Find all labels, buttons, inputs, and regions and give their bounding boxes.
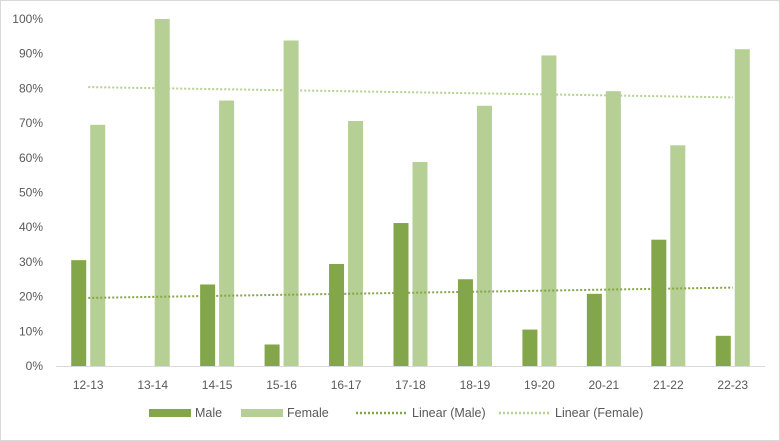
y-axis: 0% 10% 20% 30% 40% 50% 60% 70% 80% 90% 100% xyxy=(12,12,43,373)
x-tick-label: 18-19 xyxy=(460,378,491,392)
y-tick-label: 70% xyxy=(19,116,43,130)
x-axis: 12-13 13-14 14-15 15-16 16-17 17-18 18-19 19-20… xyxy=(56,366,765,392)
x-tick-label: 20-21 xyxy=(589,378,620,392)
bar-male-15-16 xyxy=(264,344,280,366)
bar-female-22-23 xyxy=(734,49,750,367)
bar-male-16-17 xyxy=(329,263,345,366)
bar-male-20-21 xyxy=(586,293,602,366)
y-tick-label: 10% xyxy=(19,324,43,338)
legend-swatch xyxy=(149,409,191,417)
x-tick-label: 15-16 xyxy=(266,378,297,392)
x-tick-label: 22-23 xyxy=(717,378,748,392)
bar-female-20-21 xyxy=(605,91,621,367)
bar-male-14-15 xyxy=(200,284,216,366)
x-tick-label: 12-13 xyxy=(73,378,104,392)
bar-female-19-20 xyxy=(541,55,557,367)
trendlines xyxy=(88,86,733,299)
x-tick-label: 21-22 xyxy=(653,378,684,392)
y-tick-label: 40% xyxy=(19,220,43,234)
legend: Male Female Linear (Male) Linear (Female) xyxy=(149,406,643,420)
bar-male-17-18 xyxy=(393,223,409,366)
bar-male-19-20 xyxy=(522,329,538,366)
bar-female-17-18 xyxy=(412,161,428,366)
y-tick-label: 30% xyxy=(19,255,43,269)
y-tick-label: 100% xyxy=(12,12,43,26)
bars xyxy=(71,19,750,367)
bar-female-14-15 xyxy=(219,100,235,367)
bar-male-12-13 xyxy=(71,260,87,366)
legend-label: Female xyxy=(287,406,329,420)
bar-female-21-22 xyxy=(670,145,686,366)
y-tick-label: 50% xyxy=(19,186,43,200)
trendline-female xyxy=(88,86,733,99)
x-tick-label: 17-18 xyxy=(395,378,426,392)
trendline-male xyxy=(88,286,733,299)
y-tick-label: 90% xyxy=(19,47,43,61)
legend-label: Linear (Female) xyxy=(555,406,643,420)
legend-swatch xyxy=(241,409,283,417)
bar-female-12-13 xyxy=(90,124,106,367)
bar-male-18-19 xyxy=(457,279,473,366)
legend-label: Linear (Male) xyxy=(412,406,486,420)
y-tick-label: 80% xyxy=(19,81,43,95)
y-tick-label: 60% xyxy=(19,151,43,165)
bar-female-18-19 xyxy=(476,105,492,366)
y-tick-label: 20% xyxy=(19,290,43,304)
bar-female-15-16 xyxy=(283,40,299,366)
legend-label: Male xyxy=(195,406,222,420)
bar-female-16-17 xyxy=(348,121,364,366)
bar-female-13-14 xyxy=(154,19,170,366)
bar-male-21-22 xyxy=(651,239,667,366)
x-tick-label: 13-14 xyxy=(137,378,168,392)
x-tick-label: 16-17 xyxy=(331,378,362,392)
x-tick-label: 14-15 xyxy=(202,378,233,392)
bar-male-22-23 xyxy=(715,335,731,366)
y-tick-label: 0% xyxy=(26,359,44,373)
x-tick-label: 19-20 xyxy=(524,378,555,392)
